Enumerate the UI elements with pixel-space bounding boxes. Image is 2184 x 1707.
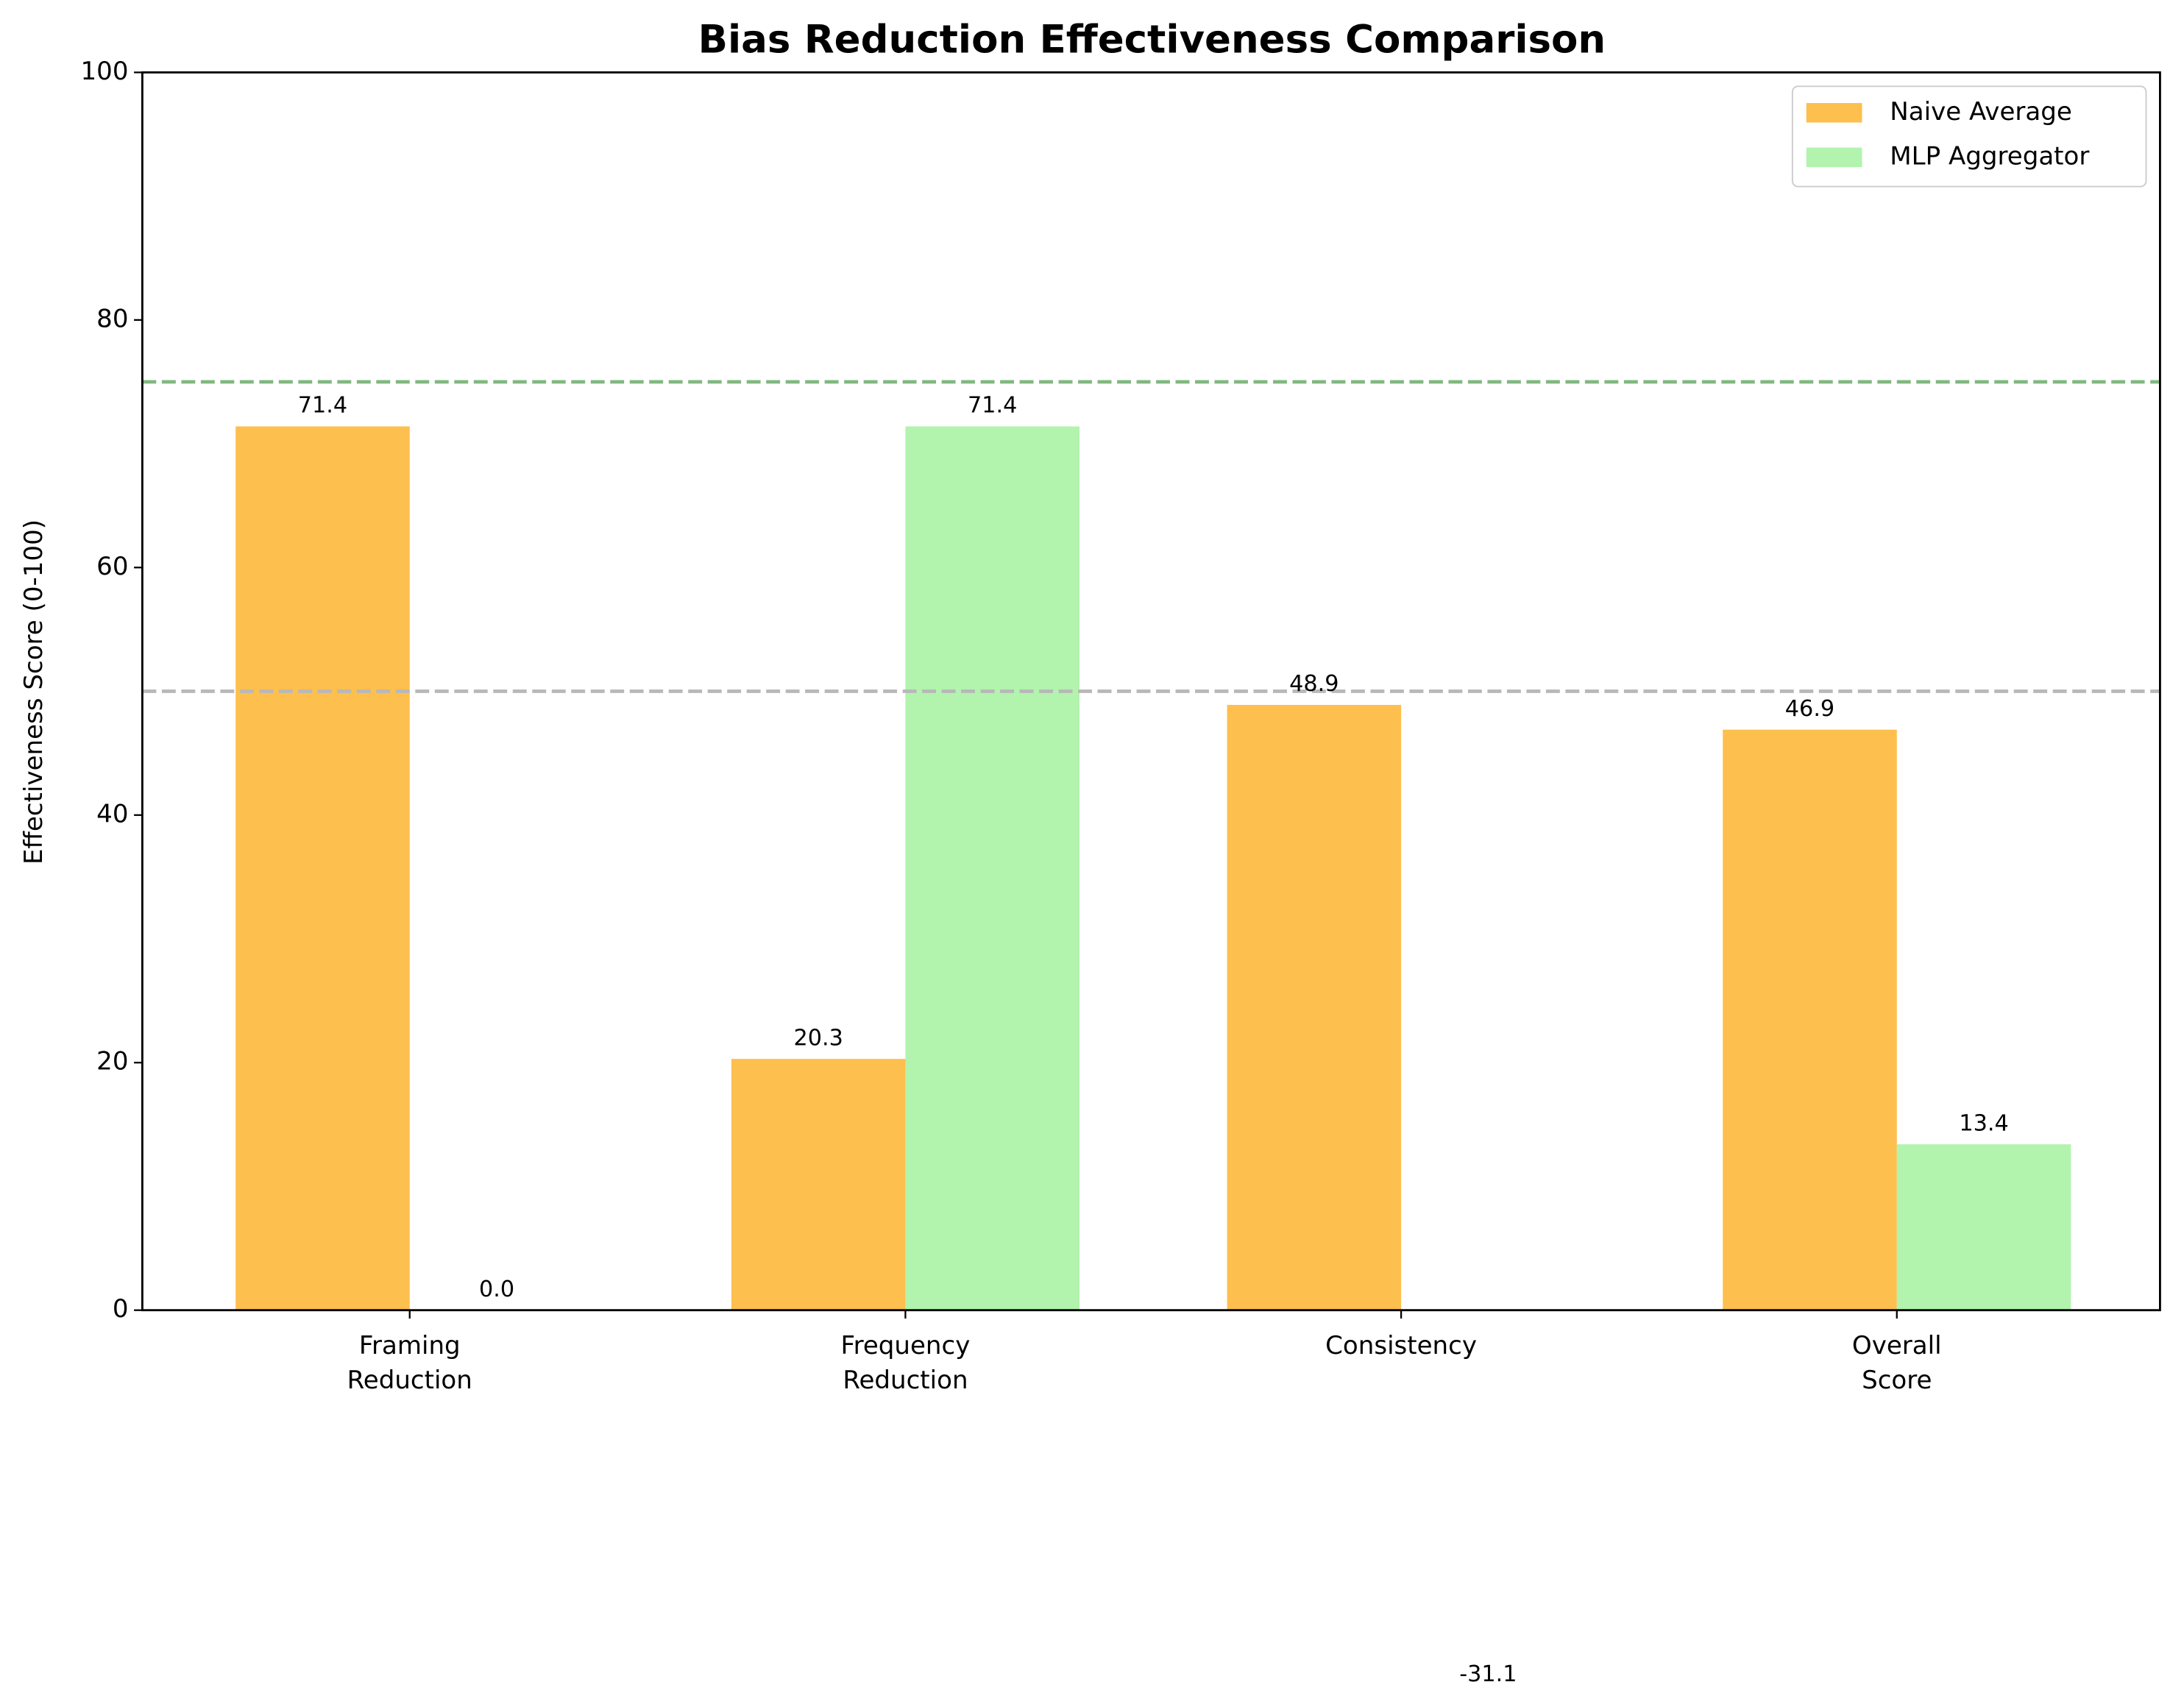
- y-tick-label: 0: [113, 1294, 129, 1324]
- y-tick-label: 60: [96, 552, 128, 581]
- x-tick-label: Overall Score: [1852, 1330, 1942, 1394]
- bar: [235, 426, 410, 1310]
- x-tick-label: Frequency Reduction: [840, 1330, 970, 1394]
- plot-area: [142, 380, 2160, 1695]
- value-label: 0.0: [479, 1277, 514, 1302]
- value-label: 46.9: [1785, 696, 1834, 722]
- value-label: 71.4: [968, 393, 1017, 419]
- value-label: -31.1: [1459, 1661, 1517, 1687]
- legend-swatch: [1806, 103, 1862, 123]
- value-label: 20.3: [793, 1025, 843, 1051]
- bar: [1723, 729, 1897, 1310]
- legend-frame: [1791, 85, 2147, 188]
- chart-title: Bias Reduction Effectiveness Comparison: [698, 17, 1606, 62]
- bar: [731, 1059, 906, 1310]
- bar: [1401, 1310, 1575, 1695]
- value-label: 13.4: [1959, 1110, 2008, 1136]
- legend-label: Naive Average: [1890, 97, 2072, 127]
- legend-label: MLP Aggregator: [1890, 141, 2089, 171]
- legend: Naive Average MLP Aggregator: [1791, 85, 2147, 188]
- x-tick-label: Consistency: [1325, 1330, 1477, 1360]
- bar: [1227, 705, 1402, 1310]
- x-tick-label: Framing Reduction: [347, 1330, 472, 1394]
- value-label: 71.4: [298, 393, 347, 419]
- y-tick-label: 80: [96, 304, 128, 333]
- axes-frame: [141, 71, 2161, 1312]
- y-tick-label: 100: [81, 57, 129, 86]
- y-axis-label: Effectiveness Score (0-100): [19, 519, 49, 865]
- bar: [905, 426, 1079, 1310]
- y-tick-label: 40: [96, 799, 128, 828]
- overlay: 0 20 40 60 80 100 71.4 20.3 48.9 46.9 0.0 71.4 -31.1…: [81, 57, 2161, 1687]
- y-tick-label: 20: [96, 1047, 128, 1076]
- value-label: 48.9: [1289, 671, 1339, 697]
- bar: [1896, 1144, 2071, 1310]
- legend-swatch: [1806, 147, 1862, 168]
